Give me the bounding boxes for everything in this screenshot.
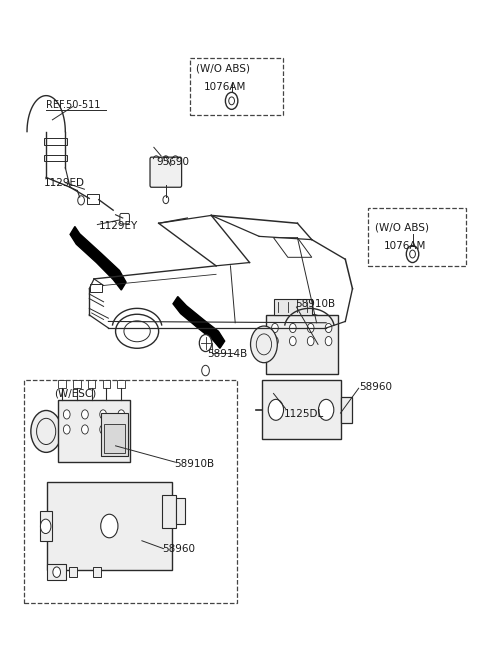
Text: REF.50-511: REF.50-511 — [46, 100, 100, 110]
Circle shape — [100, 410, 107, 419]
Circle shape — [63, 425, 70, 434]
Bar — [93, 567, 101, 577]
Circle shape — [325, 337, 332, 346]
Text: 1076AM: 1076AM — [384, 241, 426, 251]
Bar — [47, 564, 66, 580]
Circle shape — [82, 410, 88, 419]
Bar — [44, 155, 67, 161]
Text: 95690: 95690 — [156, 157, 189, 167]
Circle shape — [40, 519, 51, 533]
Text: (W/O ABS): (W/O ABS) — [196, 64, 250, 73]
Text: 1125DL: 1125DL — [284, 409, 324, 419]
Circle shape — [272, 337, 278, 346]
Bar — [69, 567, 77, 577]
Circle shape — [63, 410, 70, 419]
Text: 58914B: 58914B — [207, 349, 248, 359]
Circle shape — [31, 411, 61, 453]
Circle shape — [289, 337, 296, 346]
Bar — [104, 424, 125, 453]
Bar — [73, 380, 81, 388]
Circle shape — [101, 514, 118, 538]
Circle shape — [118, 410, 125, 419]
Circle shape — [53, 567, 60, 577]
Circle shape — [307, 337, 314, 346]
Bar — [266, 315, 338, 374]
Bar — [47, 482, 171, 570]
Bar — [87, 194, 99, 203]
Text: 58910B: 58910B — [174, 459, 214, 468]
Bar — [90, 284, 102, 292]
Circle shape — [319, 400, 334, 420]
Bar — [190, 58, 283, 115]
Text: 58960: 58960 — [359, 382, 392, 392]
Bar — [58, 380, 66, 388]
Bar — [368, 208, 467, 266]
Circle shape — [307, 323, 314, 333]
Circle shape — [199, 335, 212, 352]
Polygon shape — [70, 226, 126, 290]
Circle shape — [118, 425, 125, 434]
Bar — [44, 138, 67, 145]
Bar — [162, 495, 176, 527]
Polygon shape — [173, 297, 225, 348]
Circle shape — [268, 400, 284, 420]
Circle shape — [325, 323, 332, 333]
Bar — [262, 380, 340, 440]
Text: (W/O ABS): (W/O ABS) — [375, 223, 429, 233]
Text: 1129ED: 1129ED — [44, 178, 85, 188]
Bar — [340, 397, 352, 423]
FancyBboxPatch shape — [120, 213, 130, 224]
Circle shape — [272, 323, 278, 333]
Text: 1129EY: 1129EY — [99, 221, 138, 231]
Bar — [118, 380, 125, 388]
Circle shape — [202, 365, 209, 376]
Text: 1076AM: 1076AM — [204, 82, 246, 92]
Bar — [24, 380, 237, 603]
Text: (W/ESC): (W/ESC) — [54, 388, 96, 398]
Text: 58960: 58960 — [162, 544, 195, 554]
Bar — [176, 498, 185, 524]
Bar — [88, 380, 96, 388]
FancyBboxPatch shape — [150, 157, 181, 187]
Bar — [274, 298, 312, 315]
Circle shape — [100, 425, 107, 434]
Circle shape — [289, 323, 296, 333]
Text: 58910B: 58910B — [296, 299, 336, 310]
Circle shape — [82, 425, 88, 434]
Circle shape — [251, 326, 277, 363]
Bar — [101, 413, 128, 456]
Bar — [58, 400, 130, 462]
Bar — [40, 511, 52, 541]
Bar — [103, 380, 110, 388]
